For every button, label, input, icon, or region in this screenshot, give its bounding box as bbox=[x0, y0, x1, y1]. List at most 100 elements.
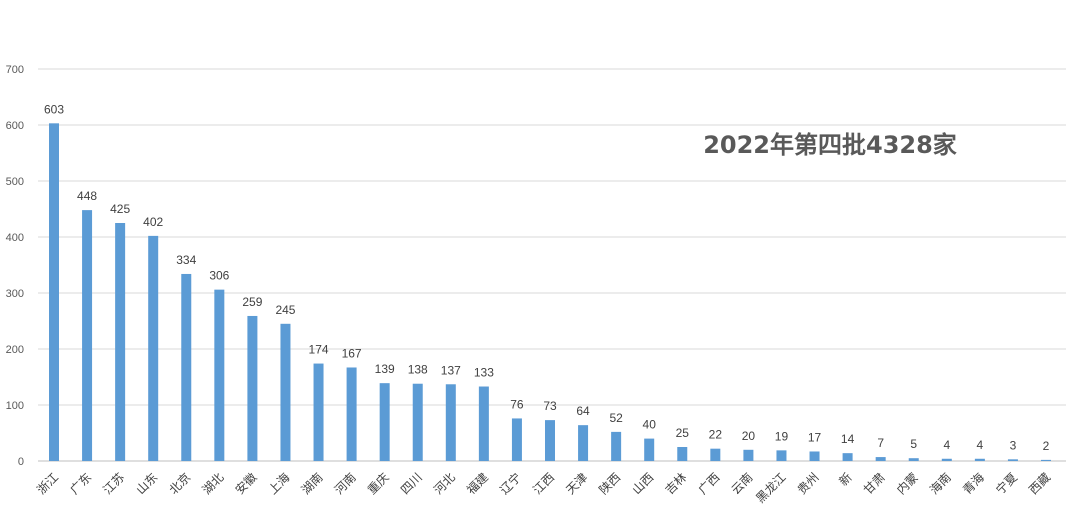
category-label: 福建 bbox=[463, 470, 491, 498]
bars bbox=[49, 123, 1051, 461]
chart-title: 2022年第四批4328家 bbox=[703, 131, 957, 159]
category-label: 海南 bbox=[926, 470, 954, 498]
category-label: 青海 bbox=[959, 470, 987, 498]
bar bbox=[280, 323, 291, 461]
data-label: 139 bbox=[375, 362, 395, 376]
bar bbox=[1007, 459, 1018, 461]
category-label: 河北 bbox=[431, 470, 458, 497]
category-label: 吉林 bbox=[663, 470, 690, 497]
category-label: 浙江 bbox=[34, 470, 61, 497]
data-label: 4 bbox=[943, 438, 950, 452]
bar bbox=[710, 448, 721, 461]
category-label: 宁夏 bbox=[992, 470, 1020, 498]
data-label: 306 bbox=[209, 269, 229, 283]
y-tick-label: 0 bbox=[18, 456, 24, 468]
category-label: 甘肃 bbox=[861, 470, 888, 497]
bar bbox=[412, 383, 423, 461]
bar bbox=[1041, 459, 1051, 461]
category-label: 广东 bbox=[67, 470, 94, 497]
category-label: 山西 bbox=[629, 470, 656, 497]
category-label: 陕西 bbox=[596, 470, 624, 498]
data-label: 25 bbox=[676, 426, 690, 440]
bar bbox=[346, 367, 357, 461]
data-label: 3 bbox=[1010, 438, 1017, 452]
data-label: 5 bbox=[910, 437, 917, 451]
data-label: 138 bbox=[408, 363, 428, 377]
bar bbox=[578, 425, 589, 461]
y-tick-label: 600 bbox=[6, 120, 24, 132]
category-label: 云南 bbox=[728, 470, 756, 498]
category-label: 新 bbox=[836, 470, 855, 489]
bar bbox=[49, 123, 59, 461]
data-label: 52 bbox=[609, 411, 623, 425]
data-label: 19 bbox=[775, 429, 789, 443]
data-label: 174 bbox=[309, 343, 329, 357]
bar bbox=[511, 418, 522, 461]
y-tick-label: 200 bbox=[6, 344, 24, 356]
data-label: 2 bbox=[1043, 439, 1050, 453]
bar bbox=[545, 420, 555, 461]
category-label: 湖北 bbox=[199, 470, 227, 498]
data-label: 64 bbox=[576, 404, 590, 418]
y-tick-label: 300 bbox=[6, 288, 24, 300]
bar bbox=[247, 315, 258, 461]
data-label: 334 bbox=[176, 253, 196, 267]
data-label: 603 bbox=[44, 102, 64, 116]
category-label: 广西 bbox=[696, 470, 723, 497]
y-axis-ticks: 0 100 200 300 400 500 600 700 bbox=[6, 64, 24, 468]
data-label: 167 bbox=[342, 346, 362, 360]
bar bbox=[677, 447, 688, 461]
category-label: 重庆 bbox=[365, 470, 392, 497]
y-tick-label: 500 bbox=[6, 176, 24, 188]
bar bbox=[82, 210, 93, 461]
category-label: 辽宁 bbox=[496, 470, 524, 498]
category-label: 江西 bbox=[530, 470, 557, 497]
bar bbox=[445, 384, 456, 461]
bar bbox=[776, 450, 787, 461]
bar bbox=[908, 458, 919, 461]
bar bbox=[313, 363, 324, 461]
bar bbox=[148, 235, 159, 461]
category-label: 贵州 bbox=[795, 470, 822, 497]
bar bbox=[941, 458, 952, 461]
bar bbox=[644, 438, 655, 461]
category-label: 安徽 bbox=[232, 470, 260, 498]
bar bbox=[809, 451, 820, 461]
bar bbox=[181, 273, 192, 461]
data-label: 245 bbox=[275, 303, 295, 317]
data-label: 17 bbox=[808, 430, 822, 444]
data-label: 137 bbox=[441, 363, 461, 377]
category-labels: 浙江 广东 江苏 山东 北京 湖北 安徽 上海 湖南 河南 重庆 四川 河北 福建 辽宁 江西 天津 陕西 山西 吉林… bbox=[34, 470, 1053, 506]
bar bbox=[478, 386, 489, 461]
data-label: 22 bbox=[709, 428, 723, 442]
data-label: 73 bbox=[543, 399, 557, 413]
bar bbox=[379, 383, 390, 461]
data-label: 133 bbox=[474, 366, 494, 380]
category-label: 四川 bbox=[398, 470, 425, 497]
category-label: 天津 bbox=[563, 470, 590, 497]
data-label: 402 bbox=[143, 215, 163, 229]
data-label: 259 bbox=[242, 295, 262, 309]
bar bbox=[743, 449, 754, 461]
bar bbox=[611, 431, 622, 461]
category-label: 山东 bbox=[133, 470, 160, 497]
data-label: 76 bbox=[510, 397, 524, 411]
category-label: 北京 bbox=[167, 470, 194, 497]
data-label: 448 bbox=[77, 189, 97, 203]
category-label: 上海 bbox=[265, 470, 293, 498]
data-label: 20 bbox=[742, 429, 756, 443]
category-label: 内蒙 bbox=[894, 470, 921, 497]
bar bbox=[115, 223, 126, 461]
category-label: 河南 bbox=[331, 470, 359, 498]
bar bbox=[875, 457, 886, 461]
data-label: 14 bbox=[841, 432, 855, 446]
bar bbox=[842, 453, 853, 461]
category-label: 西藏 bbox=[1026, 470, 1053, 497]
category-label: 黑龙江 bbox=[753, 470, 788, 505]
y-tick-label: 700 bbox=[6, 64, 24, 76]
category-label: 江苏 bbox=[100, 470, 127, 497]
category-label: 湖南 bbox=[298, 470, 326, 498]
data-label: 425 bbox=[110, 202, 130, 216]
